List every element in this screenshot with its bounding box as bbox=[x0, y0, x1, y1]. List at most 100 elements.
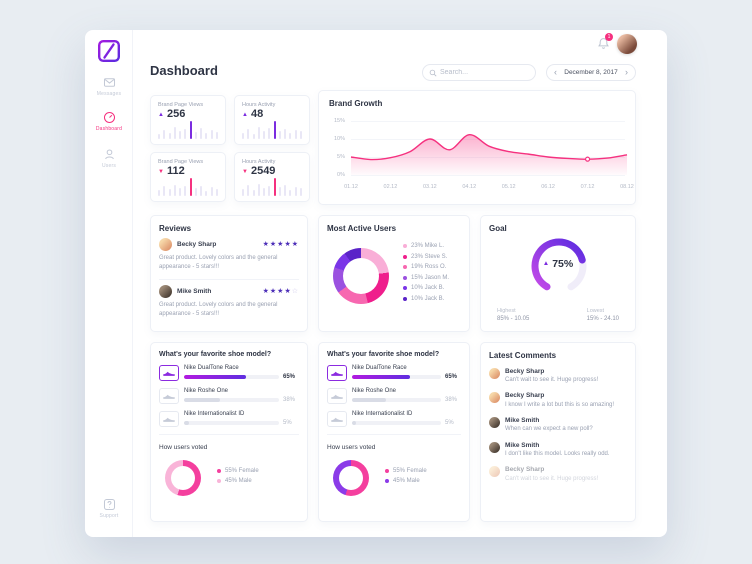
poll-bar bbox=[352, 374, 441, 379]
legend-label: 55% Female bbox=[393, 467, 427, 474]
date-label[interactable]: December 8, 2017 bbox=[564, 69, 618, 76]
poll-bar bbox=[352, 397, 441, 402]
commenter-name: Becky Sharp bbox=[505, 367, 545, 375]
poll-percentage: 38% bbox=[283, 396, 296, 403]
search-icon bbox=[429, 69, 437, 76]
active-users-legend: 23% Mike L. 23% Steve S. 19% Ross O. 15%… bbox=[403, 243, 449, 306]
spark-bar bbox=[189, 178, 192, 196]
trend-down-icon: ▼ bbox=[242, 168, 248, 175]
spark-bar bbox=[289, 132, 292, 139]
y-axis-tick: 10% bbox=[333, 136, 345, 142]
sidebar-item-dashboard[interactable]: Dashboard bbox=[85, 111, 133, 132]
legend-item: 45% Male bbox=[385, 478, 427, 484]
stat-value: 2549 bbox=[250, 165, 276, 177]
stat-value: 48 bbox=[250, 108, 264, 120]
star-icon: ★ bbox=[284, 241, 292, 248]
poll-percentage: 65% bbox=[445, 373, 458, 380]
spark-bar bbox=[184, 128, 187, 139]
spark-bar bbox=[247, 128, 250, 139]
shoe-thumbnail bbox=[159, 388, 179, 404]
poll-option[interactable]: Nike Roshe One 38% bbox=[159, 388, 299, 404]
spark-bar bbox=[252, 189, 255, 196]
comment-item: Mike Smith When can we expect a new poll… bbox=[489, 416, 627, 434]
stat-card: Brand Page Views ▼ 112 bbox=[150, 152, 226, 202]
shoe-thumbnail bbox=[327, 388, 347, 404]
legend-label: 10% Jack B. bbox=[411, 285, 445, 291]
gridline bbox=[351, 121, 625, 122]
goal-value: 75% bbox=[552, 258, 574, 270]
spark-bar bbox=[194, 131, 197, 139]
brand-logo[interactable] bbox=[98, 40, 120, 62]
page-title: Dashboard bbox=[150, 63, 218, 78]
poll-option[interactable]: Nike Internationalist ID 5% bbox=[327, 411, 461, 427]
spark-bar bbox=[163, 186, 166, 196]
search-input[interactable] bbox=[440, 69, 529, 76]
notifications-button[interactable]: 1 bbox=[597, 33, 613, 51]
legend-label: 10% Jack B. bbox=[411, 295, 445, 302]
chevron-left-icon[interactable]: ‹ bbox=[554, 67, 557, 77]
spark-bar bbox=[168, 132, 171, 139]
gender-legend: 55% Female 45% Male bbox=[385, 468, 427, 489]
legend-dot bbox=[217, 479, 221, 483]
envelope-icon bbox=[103, 76, 116, 89]
poll-option[interactable]: Nike Roshe One 38% bbox=[327, 388, 461, 404]
stat-sparkline bbox=[158, 178, 218, 196]
spark-bar bbox=[289, 189, 292, 196]
shoe-thumbnail bbox=[159, 411, 179, 427]
poll-option[interactable]: Nike Internationalist ID 5% bbox=[159, 411, 299, 427]
spark-bar bbox=[278, 131, 281, 139]
goal-highest: Highest 85% - 10.05 bbox=[497, 308, 529, 322]
stat-label: Hours Activity bbox=[242, 102, 276, 108]
notification-badge: 1 bbox=[605, 33, 613, 41]
sidebar-item-messages[interactable]: Messages bbox=[85, 76, 133, 97]
legend-item: 15% Jason M. bbox=[403, 275, 449, 281]
legend-item: 10% Jack B. bbox=[403, 285, 449, 291]
spark-bar bbox=[257, 127, 260, 139]
chevron-right-icon[interactable]: › bbox=[624, 67, 628, 77]
divider bbox=[159, 434, 299, 435]
star-icon: ★ bbox=[262, 241, 270, 248]
user-avatar[interactable] bbox=[617, 34, 637, 54]
avatar bbox=[489, 392, 500, 404]
spark-bar bbox=[299, 131, 302, 139]
legend-dot bbox=[403, 296, 407, 301]
legend-label: 15% Jason M. bbox=[411, 274, 450, 281]
sidebar-item-label: Messages bbox=[96, 91, 122, 97]
star-icon: ★ bbox=[269, 241, 278, 248]
card-title: Brand Growth bbox=[329, 99, 383, 108]
poll-percentage: 5% bbox=[283, 419, 292, 426]
comment-item: Becky Sharp I know I write a lot but thi… bbox=[489, 392, 627, 409]
card-title: Latest Comments bbox=[489, 351, 557, 360]
poll-option-body: Nike DualTone Race 65% bbox=[179, 365, 299, 380]
legend-dot bbox=[403, 265, 407, 269]
reviews-card: Reviews Becky Sharp ★★★★★ Great product.… bbox=[150, 215, 308, 332]
star-rating: ★★★★★ bbox=[263, 241, 299, 248]
sidebar-item-support[interactable]: Support bbox=[85, 498, 133, 519]
spark-bar bbox=[268, 185, 271, 196]
trend-up-icon: ▲ bbox=[242, 111, 248, 118]
sidebar-item-users[interactable]: Users bbox=[85, 148, 133, 169]
sidebar-item-label: Support bbox=[99, 513, 119, 519]
poll-option-body: Nike Roshe One 38% bbox=[347, 388, 461, 403]
spark-bar bbox=[284, 128, 287, 139]
gender-donut bbox=[165, 460, 201, 496]
sidebar: Messages Dashboard Users bbox=[85, 30, 133, 537]
comment-text: Can't wait to see it. Huge progress! bbox=[505, 377, 599, 383]
poll-option-name: Nike DualTone Race bbox=[352, 365, 407, 371]
avatar bbox=[489, 466, 500, 478]
x-axis-tick: 07.12 bbox=[580, 184, 595, 190]
trend-up-icon: ▲ bbox=[542, 260, 550, 267]
gridline bbox=[351, 175, 625, 176]
legend-dot bbox=[217, 468, 221, 473]
goal-highest-label: Highest bbox=[497, 308, 516, 314]
spark-bar bbox=[163, 129, 166, 139]
star-icon: ☆ bbox=[291, 288, 299, 295]
app-window: Messages Dashboard Users bbox=[85, 30, 667, 537]
poll-option[interactable]: Nike DualTone Race 65% bbox=[159, 365, 299, 381]
legend-item: 23% Steve S. bbox=[403, 254, 449, 260]
stat-sparkline bbox=[242, 121, 302, 139]
poll-option[interactable]: Nike DualTone Race 65% bbox=[327, 365, 461, 381]
avatar bbox=[159, 285, 172, 298]
spark-bar bbox=[158, 133, 160, 139]
spark-bar bbox=[299, 188, 302, 196]
